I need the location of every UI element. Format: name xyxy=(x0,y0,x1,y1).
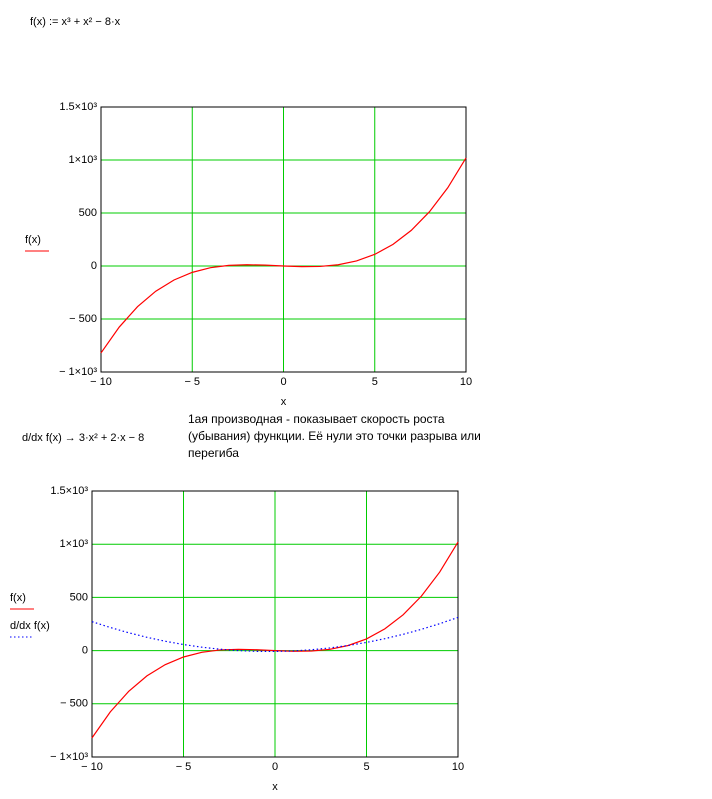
y-tick-label: − 1×10³ xyxy=(59,366,97,378)
x-axis-label: x xyxy=(281,396,287,408)
series-line xyxy=(100,157,467,354)
x-tick-label: − 5 xyxy=(184,376,200,388)
y-tick-label: 500 xyxy=(79,207,97,219)
legend-label: f(x) xyxy=(25,234,41,246)
note-line: перегиба xyxy=(188,446,239,460)
y-tick-label: 1×10³ xyxy=(60,538,89,550)
y-tick-label: − 1×10³ xyxy=(50,751,88,763)
x-axis-label: x xyxy=(272,781,278,793)
plot-frame xyxy=(100,106,467,373)
note-line: 1ая производная - показывает скорость ро… xyxy=(188,412,445,426)
x-tick-label: − 5 xyxy=(176,761,192,773)
x-tick-label: 5 xyxy=(372,376,378,388)
y-tick-label: 1×10³ xyxy=(69,154,98,166)
y-tick-label: 1.5×10³ xyxy=(59,101,97,113)
y-tick-label: 500 xyxy=(70,591,88,603)
y-tick-label: 1.5×10³ xyxy=(50,485,88,497)
x-tick-label: − 10 xyxy=(81,761,103,773)
x-tick-label: 10 xyxy=(452,761,464,773)
x-tick-label: 5 xyxy=(363,761,369,773)
plot-frame xyxy=(91,490,459,758)
legend-label: f(x) xyxy=(10,592,26,604)
note-line: (убывания) функции. Её нули это точки ра… xyxy=(188,429,481,443)
x-tick-label: 0 xyxy=(280,376,286,388)
y-tick-label: − 500 xyxy=(69,313,97,325)
x-tick-label: 0 xyxy=(272,761,278,773)
y-tick-label: 0 xyxy=(82,645,88,657)
y-tick-label: 0 xyxy=(91,260,97,272)
legend-label: d/dx f(x) xyxy=(10,620,50,632)
y-tick-label: − 500 xyxy=(60,698,88,710)
series-line xyxy=(91,541,459,739)
x-tick-label: 10 xyxy=(460,376,472,388)
derivative: d/dx f(x) → 3·x² + 2·x − 8 xyxy=(22,432,144,444)
x-tick-label: − 10 xyxy=(90,376,112,388)
definition: f(x) := x³ + x² − 8·x xyxy=(30,16,121,28)
